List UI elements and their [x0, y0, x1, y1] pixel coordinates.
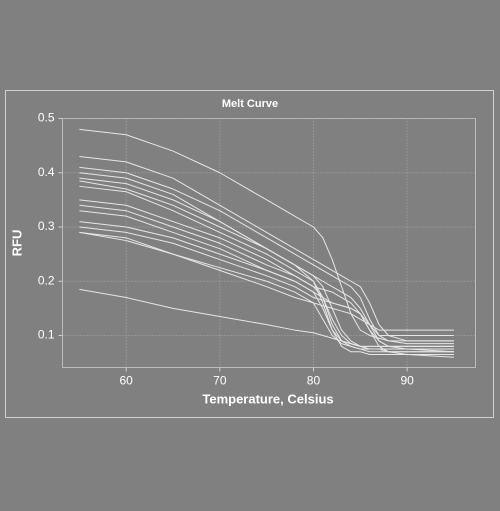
chart-title: Melt Curve — [222, 98, 278, 110]
melt-curve — [79, 288, 454, 353]
y-axis-label: RFU — [9, 230, 24, 257]
x-tick-label: 80 — [307, 374, 321, 388]
y-tick-label: 0.3 — [38, 219, 55, 233]
y-tick-label: 0.4 — [38, 165, 55, 179]
y-tick-label: 0.2 — [38, 273, 55, 287]
y-tick-label: 0.5 — [38, 111, 55, 125]
melt-curve — [79, 231, 454, 331]
x-tick-label: 70 — [213, 374, 227, 388]
y-tick-label: 0.1 — [38, 328, 55, 342]
melt-curve — [79, 128, 454, 342]
melt-curve — [79, 221, 454, 347]
melt-curve — [79, 166, 454, 345]
melt-curve — [79, 199, 454, 347]
x-tick-label: 90 — [400, 374, 414, 388]
melt-curve — [79, 155, 454, 342]
melt-curve — [79, 185, 454, 353]
melt-curve — [79, 231, 454, 350]
melt-curve — [79, 226, 454, 336]
x-tick-label: 60 — [120, 374, 134, 388]
x-axis-label: Temperature, Celsius — [202, 391, 333, 406]
